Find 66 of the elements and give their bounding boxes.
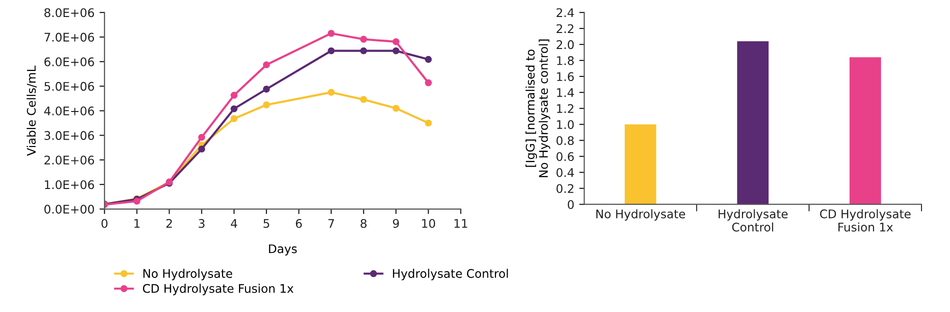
- y-tick-label: 1.8: [557, 56, 574, 66]
- bar: [737, 41, 769, 204]
- x-tick-label: 4: [230, 219, 238, 228]
- x-tick-label: 9: [392, 218, 399, 228]
- x-tick-label: 6: [296, 218, 302, 228]
- y-tick-label: 4.0E+06: [44, 106, 94, 116]
- point: [424, 120, 432, 127]
- x-tick-label: 0: [102, 218, 108, 228]
- y-axis-title: [IgG] [normalised to No Hydrolysate control]: [526, 40, 550, 178]
- y-tick-label: 8.0E+06: [44, 8, 94, 18]
- point: [230, 92, 238, 99]
- y-tick-label: 1.6: [557, 72, 574, 82]
- point: [360, 96, 368, 103]
- x-tick-label: 11: [454, 219, 468, 228]
- point: [262, 86, 270, 93]
- x-tick-label: 2: [166, 218, 172, 228]
- x-tick-label: 3: [198, 218, 204, 228]
- point: [392, 38, 400, 46]
- x-axis-title: Days: [269, 244, 297, 256]
- x-tick-label: 5: [264, 219, 270, 228]
- point: [230, 105, 238, 112]
- point: [328, 47, 335, 54]
- y-tick-label: 0: [568, 200, 574, 210]
- point: [262, 101, 270, 108]
- x-tick-label: 10: [422, 218, 436, 228]
- legend-label: CD Hydrolysate Fusion 1x: [142, 284, 294, 296]
- x-tick-label: 1: [134, 219, 140, 228]
- point: [328, 88, 335, 96]
- y-tick-label: 2.0: [556, 40, 574, 50]
- point: [328, 30, 335, 37]
- y-tick-label: 6.0E+06: [44, 57, 94, 66]
- x-tick-label: 8: [360, 218, 367, 228]
- y-tick-label: 2.0E+06: [44, 156, 94, 165]
- y-tick-label: 3.0E+06: [44, 131, 94, 140]
- point: [262, 61, 270, 68]
- y-tick-label: 0.6: [556, 152, 574, 162]
- bar: [624, 124, 656, 204]
- y-tick-label: 0.4: [556, 168, 574, 178]
- y-tick-label: 1.4: [557, 88, 574, 97]
- point: [392, 104, 400, 112]
- y-tick-label: 0.2: [556, 184, 574, 194]
- point: [360, 36, 368, 43]
- point: [198, 134, 206, 141]
- x-tick-label: No Hydrolysate: [596, 209, 686, 221]
- y-tick-label: 7.0E+06: [44, 32, 94, 42]
- x-tick-label: CD Hydrolysate Fusion 1x: [820, 209, 911, 232]
- point: [230, 115, 238, 122]
- point: [392, 47, 400, 54]
- y-axis-title: Viable Cells/mL: [26, 66, 37, 156]
- legend-label: No Hydrolysate: [143, 268, 232, 280]
- y-tick-label: 0.0E+00: [44, 204, 94, 214]
- point: [424, 56, 432, 63]
- y-tick-label: 1.0: [557, 120, 574, 130]
- y-tick-label: 1.0E+06: [44, 180, 94, 190]
- y-tick-label: 1.2: [557, 104, 574, 113]
- y-tick-label: 2.2: [556, 24, 574, 33]
- x-tick-label: Hydrolysate Control: [718, 209, 788, 232]
- x-tick-label: 7: [328, 219, 334, 228]
- point: [360, 47, 368, 54]
- y-tick-label: 5.0E+06: [44, 82, 94, 91]
- legend-label: Hydrolysate Control: [392, 268, 508, 280]
- point: [198, 146, 206, 153]
- y-tick-label: 2.4: [556, 8, 574, 17]
- y-tick-label: 0.8: [556, 136, 574, 146]
- bar: [850, 57, 882, 204]
- point: [424, 79, 432, 86]
